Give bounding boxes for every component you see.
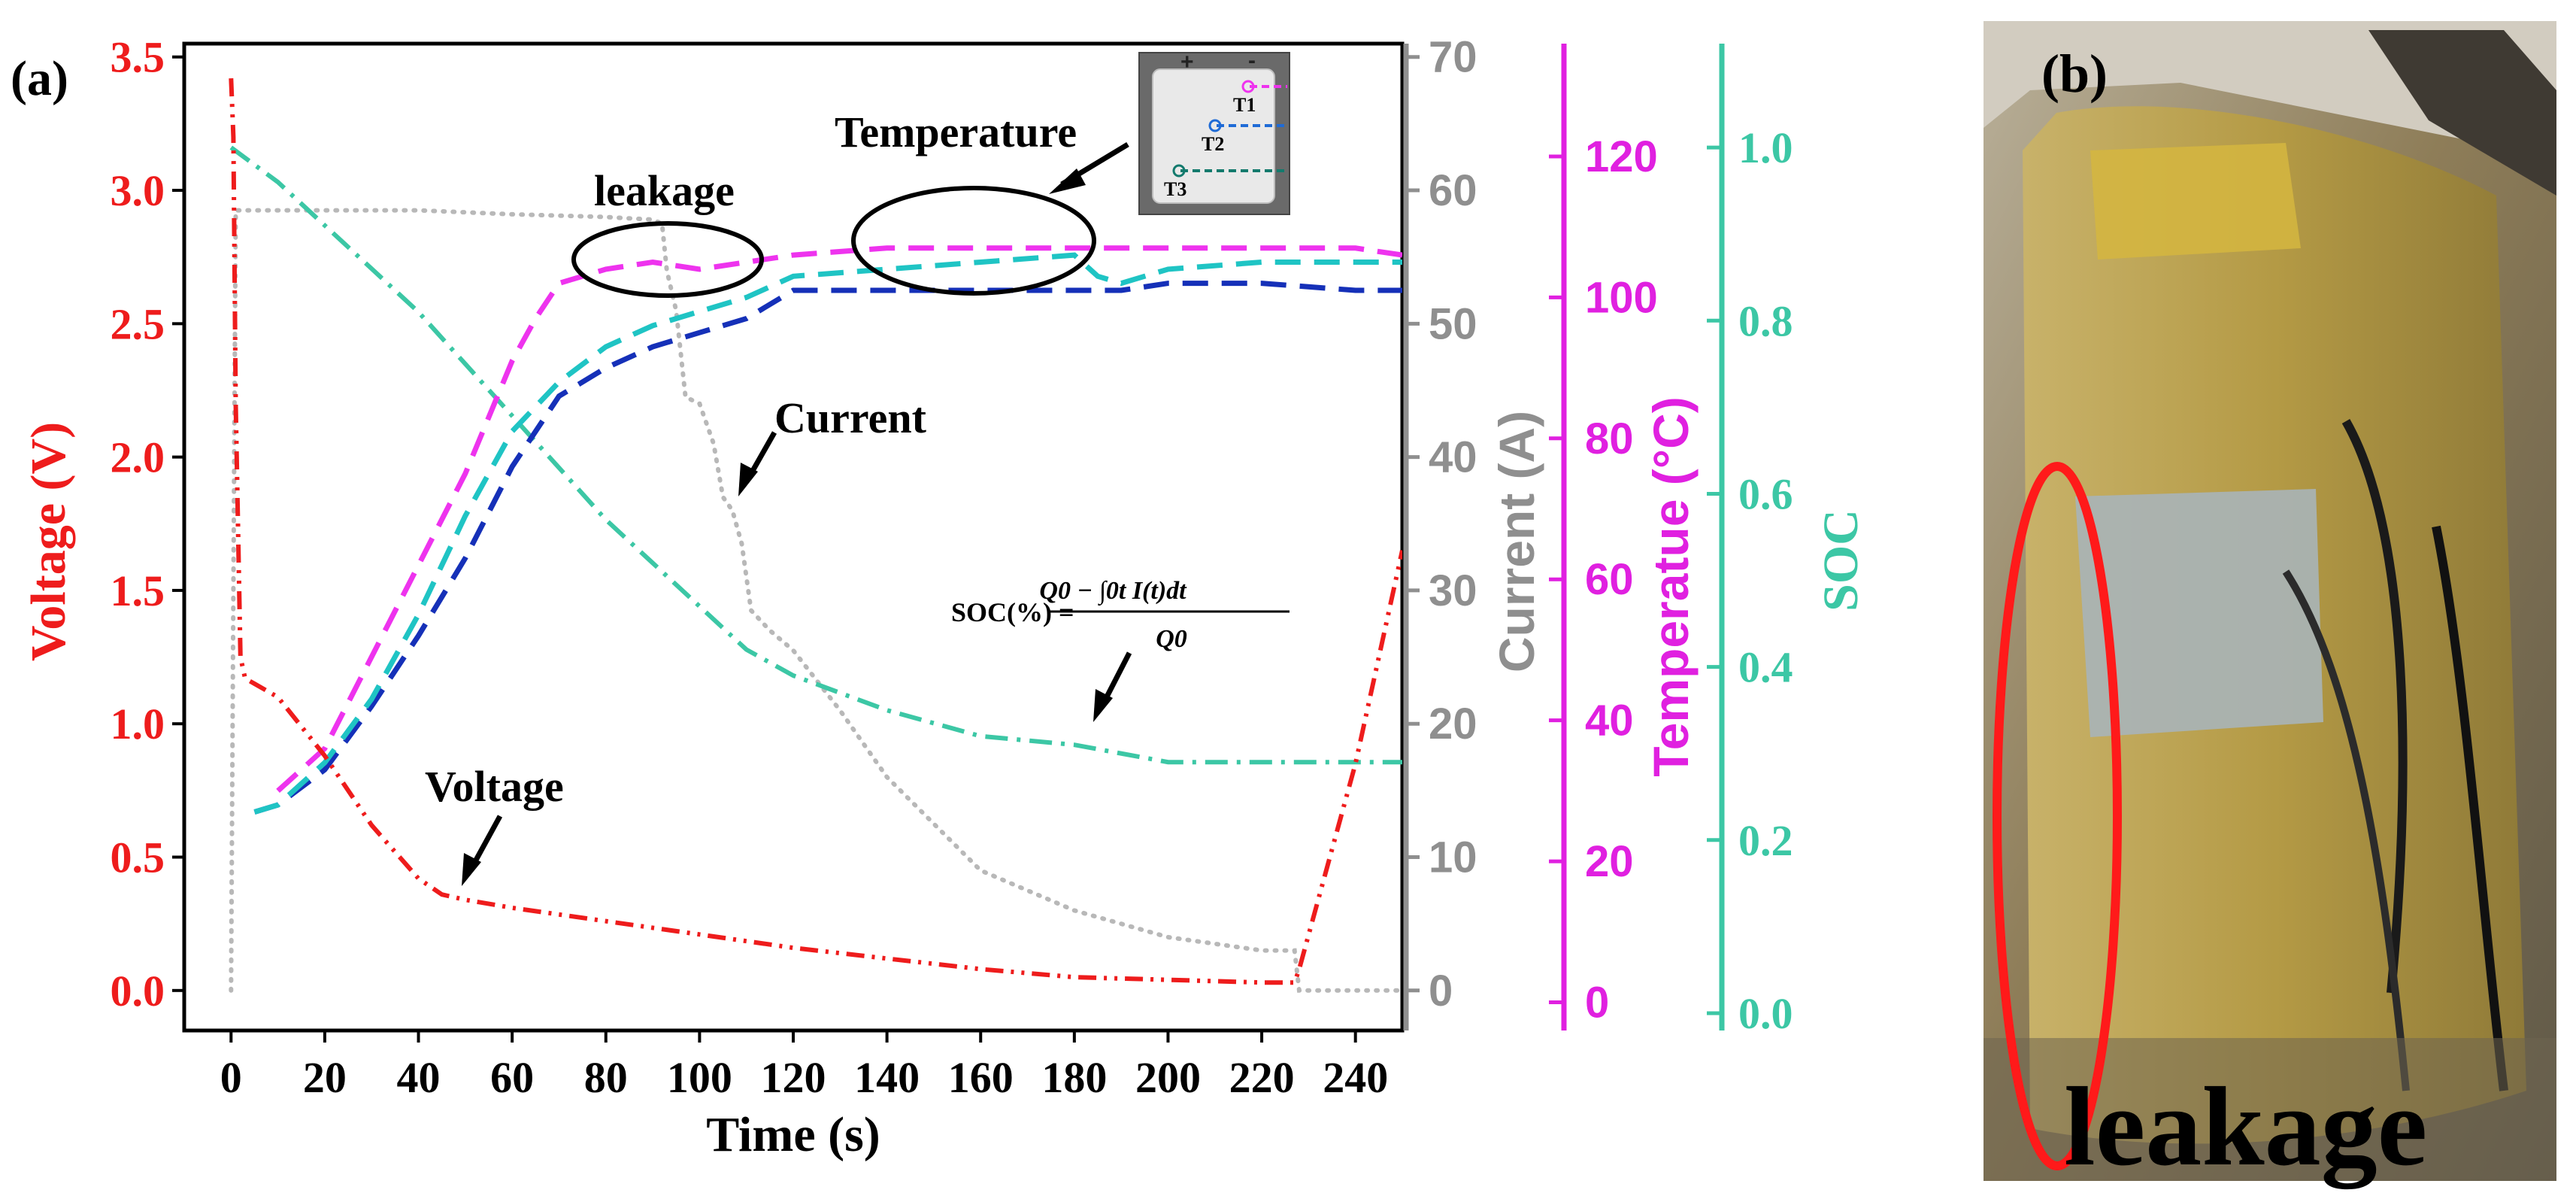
panel-a-chart: (a) 0.0 0.5 1.0 1.5 2.0 2.5 3.0 3.5 0 10 20 30 40 50…	[11, 33, 1868, 1162]
x-tick-label: 60	[490, 1053, 534, 1102]
x-tick-label: 180	[1041, 1053, 1107, 1102]
series-t2-line	[253, 252, 1402, 815]
time-axis-title: Time (s)	[706, 1107, 880, 1162]
voltage-tick-label: 0.0	[111, 967, 165, 1015]
t2-label: T2	[1202, 133, 1224, 155]
photo-leakage-caption: leakage	[2064, 1064, 2427, 1189]
t2-marker	[1208, 119, 1222, 132]
temperature-tick-label: 80	[1585, 414, 1634, 463]
t3-label: T3	[1164, 178, 1186, 200]
temperature-tick-label: 120	[1585, 132, 1658, 181]
soc-axis-title: SOC	[1814, 509, 1868, 612]
voltage-axis-title: Voltage (V)	[21, 422, 76, 661]
photo-top-dark	[2368, 30, 2556, 196]
soc-axis: 0.0 0.2 0.4 0.6 0.8 1.0	[1707, 44, 1793, 1038]
soc-tick-label: 0.8	[1738, 296, 1793, 345]
voltage-tick-label: 3.0	[111, 166, 165, 215]
leakage-highlight-ellipse	[1993, 462, 2122, 1170]
x-tick-label: 100	[667, 1053, 732, 1102]
current-arrow	[738, 431, 777, 496]
x-tick-label: 80	[584, 1053, 628, 1102]
soc-tick-label: 0.0	[1738, 989, 1793, 1038]
current-axis-title: Current (A)	[1489, 411, 1544, 672]
wire-2	[2282, 569, 2410, 1091]
current-tick-label: 70	[1429, 33, 1477, 82]
x-tick-label: 0	[220, 1053, 242, 1102]
leakage-ellipse	[571, 221, 764, 298]
wire-1	[2341, 419, 2408, 994]
temperature-axis-title: Temperatue (°C)	[1643, 396, 1699, 777]
current-annotation: Current	[774, 393, 927, 442]
battery-inset: + - T1 T2 T3	[1138, 48, 1290, 215]
voltage-tick-label: 2.5	[111, 299, 165, 348]
soc-tick-label: 0.4	[1738, 643, 1793, 692]
series-t3-line	[253, 281, 1402, 815]
temperature-tick-label: 100	[1585, 273, 1658, 322]
photo-bottom	[1984, 1038, 2556, 1181]
x-tick-label: 240	[1323, 1053, 1388, 1102]
series-t1-line	[276, 245, 1402, 793]
x-tick-label: 220	[1229, 1053, 1295, 1102]
formula-numerator: Q0 − ∫0t I(t)dt	[1039, 577, 1187, 606]
panel-a-label: (a)	[11, 51, 68, 106]
inset-plus: +	[1180, 50, 1194, 74]
formula-denominator: Q0	[1156, 625, 1187, 653]
soc-tick-label: 1.0	[1738, 123, 1793, 172]
series-current-line	[229, 208, 1402, 993]
panel-b-photo: (b) leakage	[1984, 21, 2556, 1189]
voltage-tick-label: 1.5	[111, 566, 165, 615]
x-tick-label: 160	[948, 1053, 1014, 1102]
temperature-arrow	[1049, 142, 1129, 194]
soc-tick-label: 0.2	[1738, 816, 1793, 865]
current-tick-label: 20	[1429, 700, 1477, 748]
voltage-arrow	[462, 815, 503, 886]
temperature-tick-label: 0	[1585, 979, 1609, 1027]
current-tick-label: 60	[1429, 166, 1477, 215]
x-tick-label: 140	[854, 1053, 920, 1102]
series-soc-line	[229, 145, 1402, 765]
formula-arrow	[1093, 651, 1132, 722]
x-tick-label: 120	[761, 1053, 826, 1102]
temperature-tick-label: 40	[1585, 697, 1634, 745]
voltage-axis: 0.0 0.5 1.0 1.5 2.0 2.5 3.0 3.5	[111, 33, 184, 1015]
current-axis: 0 10 20 30 40 50 60 70	[1403, 33, 1477, 1031]
voltage-tick-label: 0.5	[111, 833, 165, 882]
t3-marker	[1172, 164, 1186, 178]
inset-minus: -	[1248, 48, 1256, 73]
tape-top	[2090, 143, 2301, 260]
temperature-ellipse	[851, 186, 1096, 296]
soc-formula: SOC(%) = Q0 − ∫0t I(t)dt Q0	[951, 577, 1290, 653]
current-tick-label: 0	[1429, 967, 1453, 1015]
current-tick-label: 30	[1429, 566, 1477, 615]
t1-label: T1	[1233, 94, 1256, 116]
time-axis: 0 20 40 60 80 100 120 140 160 180 200 220 240	[220, 1031, 1388, 1102]
t1-marker	[1241, 80, 1255, 93]
x-tick-label: 20	[303, 1053, 347, 1102]
temperature-tick-label: 60	[1585, 555, 1634, 604]
current-tick-label: 40	[1429, 433, 1477, 482]
current-tick-label: 10	[1429, 833, 1477, 882]
voltage-annotation: Voltage	[425, 762, 564, 811]
x-tick-label: 40	[397, 1053, 441, 1102]
soc-tick-label: 0.6	[1738, 469, 1793, 518]
temperature-tick-label: 20	[1585, 837, 1634, 886]
silver-tape	[2075, 489, 2323, 737]
wire-3	[2432, 525, 2508, 1091]
voltage-tick-label: 1.0	[111, 700, 165, 748]
voltage-tick-label: 3.5	[111, 33, 165, 82]
current-tick-label: 50	[1429, 299, 1477, 348]
temperature-axis: 0 20 40 60 80 100 120	[1549, 44, 1658, 1031]
temperature-annotation: Temperature	[835, 108, 1077, 156]
voltage-tick-label: 2.0	[111, 433, 165, 482]
leakage-annotation: leakage	[594, 166, 735, 215]
panel-b-label: (b)	[2041, 44, 2108, 104]
x-tick-label: 200	[1135, 1053, 1201, 1102]
